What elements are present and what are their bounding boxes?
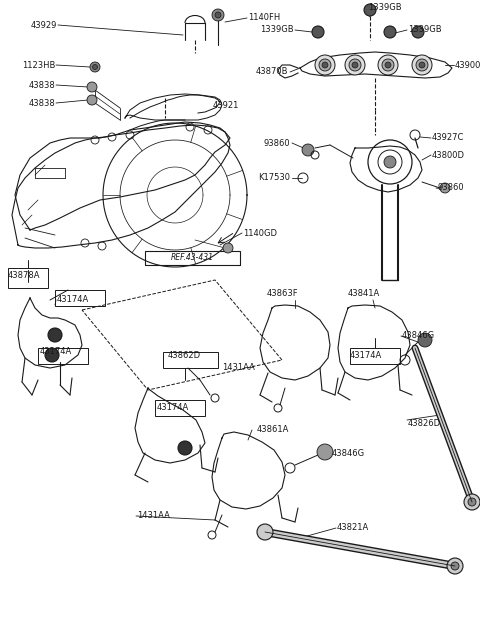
Circle shape xyxy=(412,26,424,38)
Circle shape xyxy=(416,59,428,71)
Bar xyxy=(155,400,205,416)
Text: 43174A: 43174A xyxy=(157,403,189,413)
Bar xyxy=(38,348,88,364)
Text: 43927C: 43927C xyxy=(432,133,464,143)
Circle shape xyxy=(93,65,97,69)
Text: K17530: K17530 xyxy=(258,174,290,182)
Circle shape xyxy=(418,333,432,347)
Text: 43878A: 43878A xyxy=(8,270,40,279)
Circle shape xyxy=(468,498,476,506)
Text: 1431AA: 1431AA xyxy=(137,511,170,521)
Text: 1339GB: 1339GB xyxy=(260,26,294,35)
Circle shape xyxy=(90,62,100,72)
Circle shape xyxy=(419,62,425,68)
Text: 1339GB: 1339GB xyxy=(408,26,442,35)
Circle shape xyxy=(212,9,224,21)
Circle shape xyxy=(440,183,450,193)
Text: 43174A: 43174A xyxy=(57,296,89,304)
Text: 43929: 43929 xyxy=(31,21,57,30)
Text: 43841A: 43841A xyxy=(348,289,380,298)
Circle shape xyxy=(87,82,97,92)
Text: 93860: 93860 xyxy=(264,138,290,147)
Text: 43174A: 43174A xyxy=(350,352,382,360)
Circle shape xyxy=(385,62,391,68)
Circle shape xyxy=(384,26,396,38)
Circle shape xyxy=(345,55,365,75)
Text: 1140FH: 1140FH xyxy=(248,13,280,23)
Circle shape xyxy=(257,524,273,540)
Text: 43921: 43921 xyxy=(213,101,240,109)
Circle shape xyxy=(178,441,192,455)
Text: 43900A: 43900A xyxy=(455,60,480,69)
FancyBboxPatch shape xyxy=(145,251,240,265)
Text: 1431AA: 1431AA xyxy=(222,364,255,372)
Text: 43838: 43838 xyxy=(28,81,55,89)
Bar xyxy=(350,348,400,364)
Text: 43846G: 43846G xyxy=(402,331,435,340)
Bar xyxy=(55,290,105,306)
Circle shape xyxy=(464,494,480,510)
Circle shape xyxy=(87,95,97,105)
Circle shape xyxy=(382,59,394,71)
Circle shape xyxy=(45,348,59,362)
Circle shape xyxy=(315,55,335,75)
Text: 43870B: 43870B xyxy=(255,67,288,77)
Text: 1140GD: 1140GD xyxy=(243,228,277,238)
Text: 43838: 43838 xyxy=(28,99,55,108)
Text: 93860: 93860 xyxy=(437,184,464,192)
Circle shape xyxy=(223,243,233,253)
Circle shape xyxy=(364,4,376,16)
Circle shape xyxy=(384,156,396,168)
Circle shape xyxy=(322,62,328,68)
Text: 43826D: 43826D xyxy=(408,418,441,428)
Text: REF.43-431: REF.43-431 xyxy=(170,253,214,262)
Circle shape xyxy=(447,558,463,574)
Circle shape xyxy=(302,144,314,156)
Text: 43862D: 43862D xyxy=(168,352,201,360)
Circle shape xyxy=(48,328,62,342)
Bar xyxy=(163,352,218,368)
Circle shape xyxy=(215,12,221,18)
Circle shape xyxy=(451,562,459,570)
Circle shape xyxy=(412,55,432,75)
Text: 43861A: 43861A xyxy=(257,425,289,435)
Text: 43800D: 43800D xyxy=(432,150,465,160)
Text: 43863F: 43863F xyxy=(267,289,299,298)
Circle shape xyxy=(378,55,398,75)
Text: 1123HB: 1123HB xyxy=(22,60,55,69)
Bar xyxy=(8,268,48,288)
Circle shape xyxy=(317,444,333,460)
Text: 43846G: 43846G xyxy=(332,448,365,457)
Text: 1339GB: 1339GB xyxy=(368,4,402,13)
Text: 43821A: 43821A xyxy=(337,523,369,533)
Circle shape xyxy=(349,59,361,71)
Circle shape xyxy=(319,59,331,71)
Circle shape xyxy=(352,62,358,68)
Circle shape xyxy=(312,26,324,38)
Text: 43174A: 43174A xyxy=(40,347,72,357)
